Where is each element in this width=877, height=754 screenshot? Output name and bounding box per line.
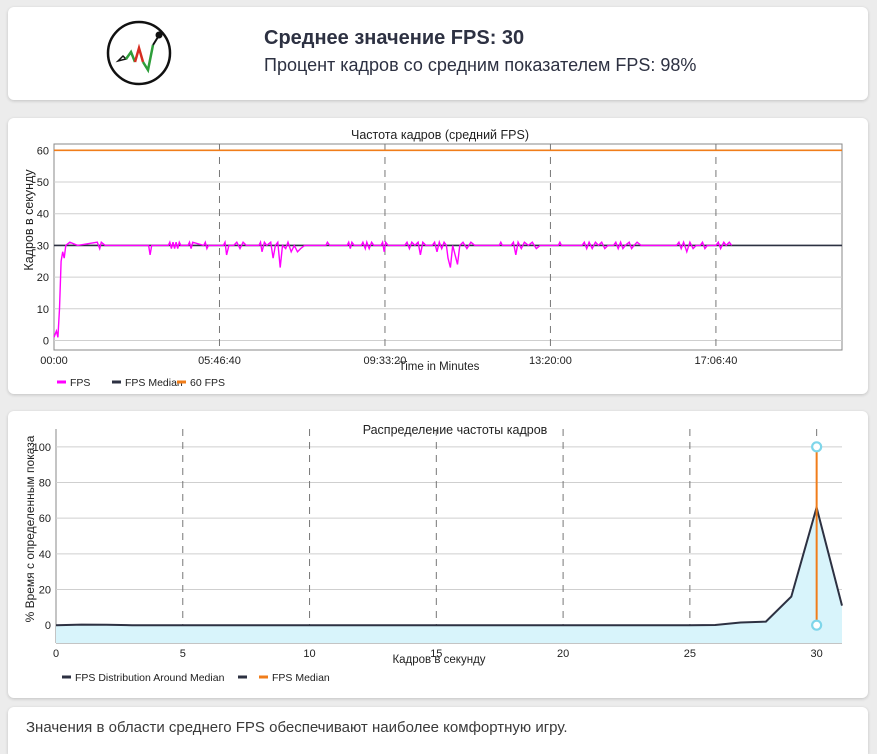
app-logo-icon [106, 20, 172, 86]
y-tick-label: 80 [39, 478, 51, 490]
legend-label: FPS [70, 377, 90, 389]
x-tick-label: 10 [303, 648, 315, 660]
x-tick-label: 13:20:00 [529, 355, 572, 367]
chart-title: Распределение частоты кадров [363, 423, 548, 437]
y-tick-label: 50 [37, 177, 49, 189]
y-tick-label: 40 [39, 549, 51, 561]
y-axis-label: % Время с определенным показа [23, 435, 37, 622]
y-tick-label: 0 [45, 620, 51, 632]
legend-label: FPS Distribution Around Median [75, 672, 225, 684]
median-marker-point [811, 619, 823, 631]
fps-series-line [53, 239, 733, 338]
fps-distribution-chart-card: Распределение частоты кадров % Время с о… [8, 411, 868, 698]
x-tick-label: 25 [684, 648, 696, 660]
y-tick-label: 60 [39, 513, 51, 525]
median-marker-point [811, 441, 823, 453]
x-tick-label: 05:46:40 [198, 355, 241, 367]
x-tick-label: 20 [557, 648, 569, 660]
x-tick-label: 00:00 [40, 355, 68, 367]
chart-title: Частота кадров (средний FPS) [351, 128, 529, 142]
percent-frames-text: Процент кадров со средним показателем FP… [264, 55, 697, 75]
y-axis-label: Кадров в секунду [22, 169, 36, 271]
plot-frame [53, 143, 843, 351]
x-axis-label: Time in Minutes [399, 361, 480, 373]
footer-card: Значения в области среднего FPS обеспечи… [8, 707, 868, 754]
legend-label: FPS Median [125, 377, 183, 389]
y-tick-label: 10 [37, 304, 49, 316]
summary-card: Среднее значение FPS: 30 Процент кадров … [8, 7, 868, 100]
y-tick-label: 30 [37, 240, 49, 252]
footer-note: Значения в области среднего FPS обеспечи… [26, 719, 568, 736]
y-tick-label: 60 [37, 145, 49, 157]
x-tick-label: 30 [811, 648, 823, 660]
fps-distribution-chart: Распределение частоты кадров % Время с о… [23, 423, 843, 684]
x-tick-label: 15 [430, 648, 442, 660]
fps-time-chart: Частота кадров (средний FPS) Кадров в се… [22, 128, 843, 389]
y-tick-label: 20 [37, 272, 49, 284]
y-tick-label: 0 [43, 335, 49, 347]
x-tick-label: 5 [180, 648, 186, 660]
y-tick-label: 100 [33, 442, 51, 454]
distribution-line [55, 503, 843, 627]
x-axis-label: Кадров в секунду [392, 654, 485, 666]
average-fps-text: Среднее значение FPS: 30 [264, 27, 525, 49]
x-tick-label: 17:06:40 [695, 355, 738, 367]
legend-label: FPS Median [272, 672, 330, 684]
y-tick-label: 40 [37, 209, 49, 221]
distribution-area [56, 507, 842, 643]
y-tick-label: 20 [39, 585, 51, 597]
legend-label: 60 FPS [190, 377, 225, 389]
fps-time-chart-card: Частота кадров (средний FPS) Кадров в се… [8, 118, 868, 394]
x-tick-label: 09:33:20 [364, 355, 407, 367]
x-tick-label: 0 [53, 648, 59, 660]
